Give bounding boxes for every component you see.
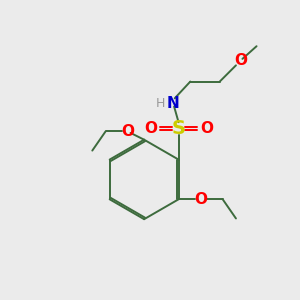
Text: O: O bbox=[200, 121, 213, 136]
Text: O: O bbox=[144, 121, 157, 136]
Text: H: H bbox=[156, 97, 166, 110]
Text: N: N bbox=[166, 96, 179, 111]
Text: O: O bbox=[121, 124, 134, 139]
Text: O: O bbox=[194, 192, 207, 207]
Text: S: S bbox=[172, 119, 185, 138]
Text: O: O bbox=[234, 53, 247, 68]
